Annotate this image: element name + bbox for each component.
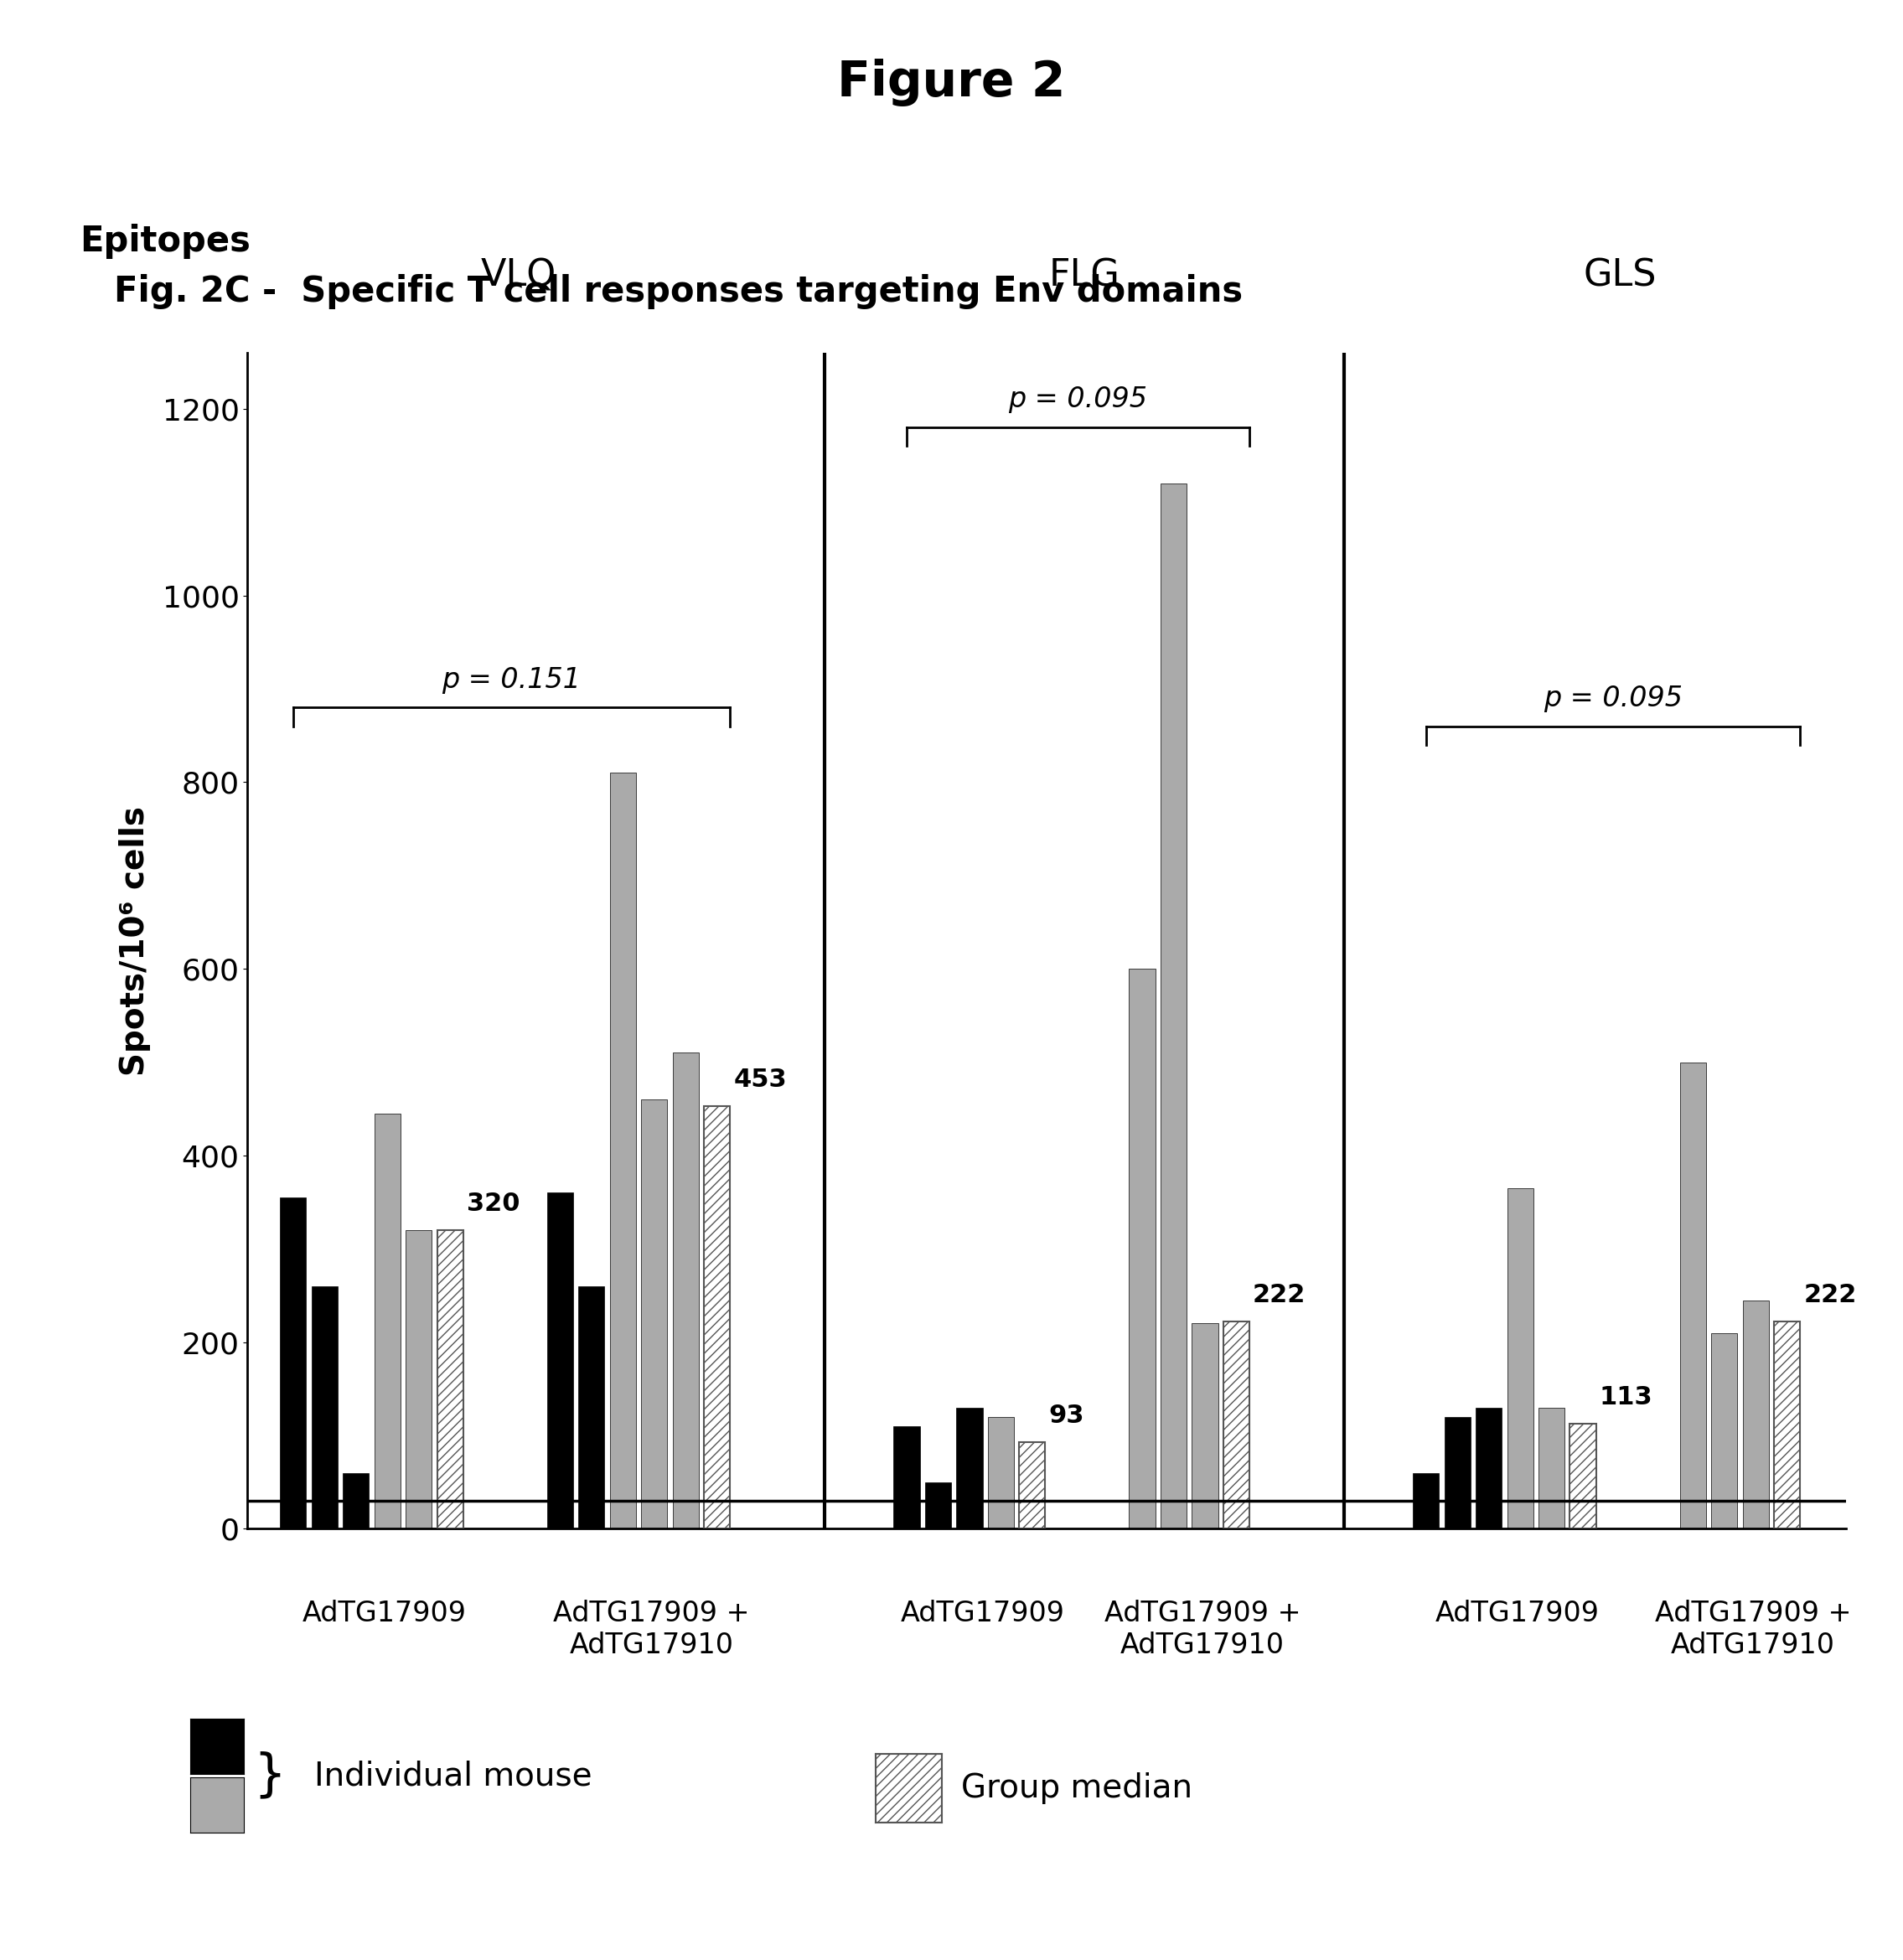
Bar bbox=[1570, 1423, 1597, 1529]
Bar bbox=[1711, 1333, 1737, 1529]
Bar bbox=[579, 1286, 605, 1529]
Bar bbox=[405, 1231, 432, 1529]
Bar bbox=[894, 1427, 919, 1529]
Bar bbox=[1128, 968, 1155, 1529]
Text: AdTG17909: AdTG17909 bbox=[303, 1599, 466, 1627]
Bar bbox=[312, 1286, 337, 1529]
Bar bbox=[704, 1105, 731, 1529]
Text: VLQ: VLQ bbox=[480, 259, 556, 294]
Text: p = 0.095: p = 0.095 bbox=[1543, 684, 1682, 711]
Text: p = 0.151: p = 0.151 bbox=[441, 666, 580, 694]
Text: Fig. 2C -  Specific T cell responses targeting Env domains: Fig. 2C - Specific T cell responses targ… bbox=[114, 274, 1243, 310]
Text: AdTG17909 +
AdTG17910: AdTG17909 + AdTG17910 bbox=[1104, 1599, 1300, 1658]
Text: Figure 2: Figure 2 bbox=[837, 59, 1066, 106]
Text: Group median: Group median bbox=[961, 1772, 1193, 1805]
Text: Individual mouse: Individual mouse bbox=[314, 1760, 592, 1791]
Bar bbox=[1020, 1443, 1045, 1529]
Bar bbox=[375, 1113, 400, 1529]
Bar bbox=[672, 1053, 698, 1529]
Text: AdTG17909 +
AdTG17910: AdTG17909 + AdTG17910 bbox=[554, 1599, 750, 1658]
Y-axis label: Spots/10⁶ cells: Spots/10⁶ cells bbox=[118, 806, 150, 1076]
Bar bbox=[1774, 1321, 1800, 1529]
Bar bbox=[343, 1472, 369, 1529]
Bar bbox=[609, 772, 636, 1529]
Bar bbox=[988, 1417, 1014, 1529]
Bar bbox=[641, 1100, 668, 1529]
Bar bbox=[1507, 1188, 1534, 1529]
Bar bbox=[1161, 484, 1187, 1529]
Text: }: } bbox=[253, 1750, 285, 1801]
Bar bbox=[1412, 1472, 1439, 1529]
Bar bbox=[1444, 1417, 1471, 1529]
Bar bbox=[1743, 1299, 1768, 1529]
Text: 93: 93 bbox=[1049, 1403, 1085, 1429]
Bar bbox=[280, 1198, 306, 1529]
Text: FLG: FLG bbox=[1049, 259, 1121, 294]
Text: 113: 113 bbox=[1599, 1386, 1652, 1409]
Bar bbox=[438, 1231, 462, 1529]
Text: AdTG17909 +
AdTG17910: AdTG17909 + AdTG17910 bbox=[1656, 1599, 1852, 1658]
Bar bbox=[546, 1194, 573, 1529]
Text: AdTG17909: AdTG17909 bbox=[1435, 1599, 1600, 1627]
Bar bbox=[1224, 1321, 1250, 1529]
Bar bbox=[925, 1482, 952, 1529]
Bar bbox=[1475, 1407, 1501, 1529]
Text: Epitopes: Epitopes bbox=[80, 223, 251, 259]
Text: p = 0.095: p = 0.095 bbox=[1009, 386, 1148, 414]
Bar bbox=[1191, 1323, 1218, 1529]
Text: 453: 453 bbox=[733, 1068, 786, 1092]
Bar bbox=[957, 1407, 982, 1529]
Text: 320: 320 bbox=[466, 1192, 520, 1215]
Text: GLS: GLS bbox=[1583, 259, 1656, 294]
Bar bbox=[1680, 1062, 1705, 1529]
Text: AdTG17909: AdTG17909 bbox=[900, 1599, 1064, 1627]
Text: 222: 222 bbox=[1252, 1284, 1305, 1307]
Text: 222: 222 bbox=[1804, 1284, 1857, 1307]
Bar bbox=[1538, 1407, 1564, 1529]
